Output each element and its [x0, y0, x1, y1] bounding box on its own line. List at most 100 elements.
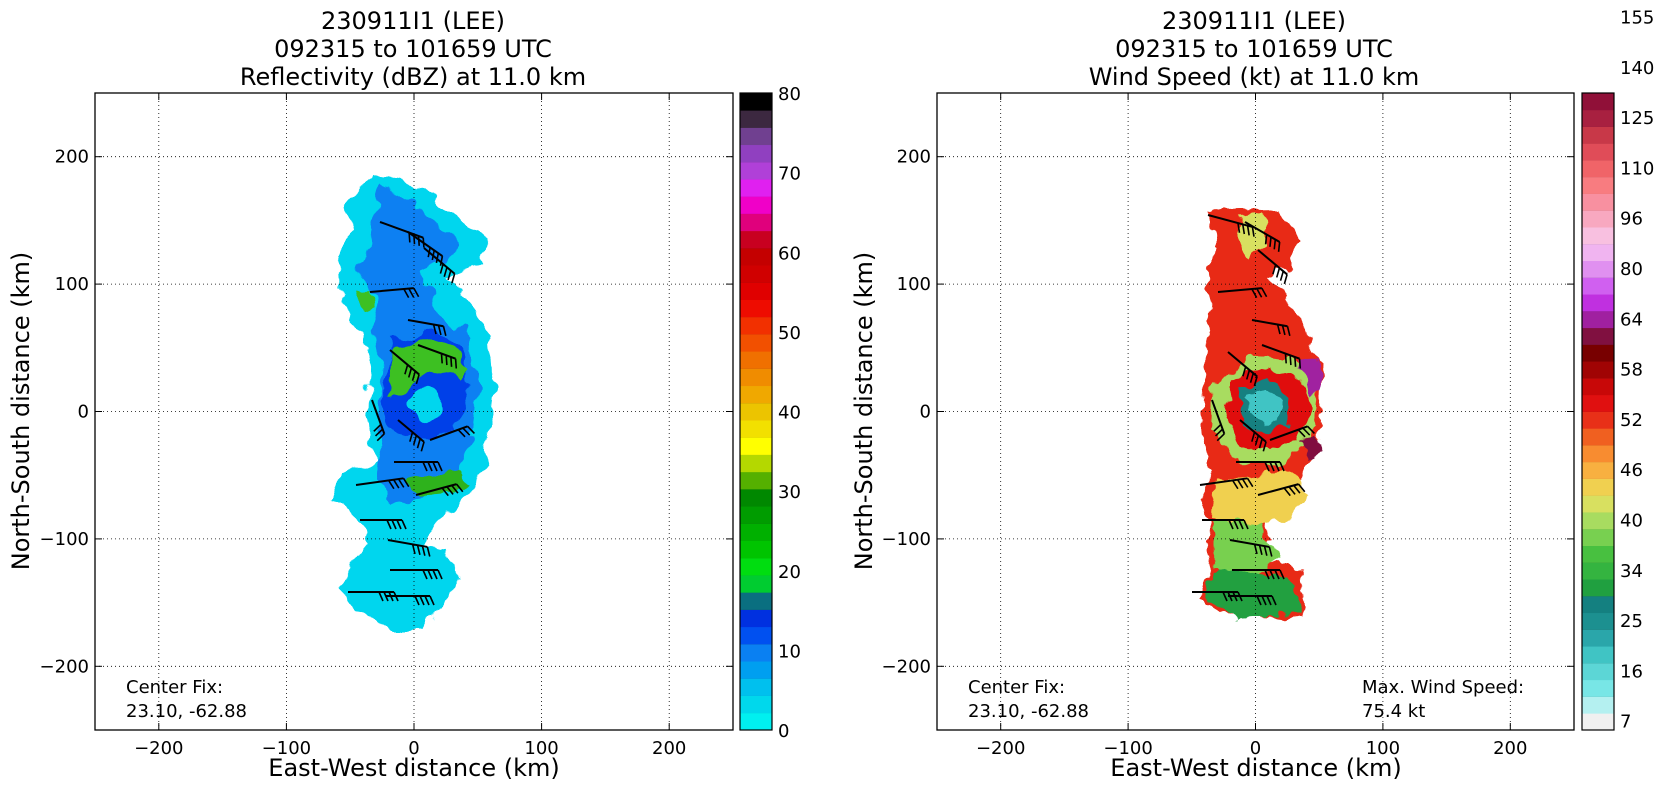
- refl-barb-flag: [417, 235, 421, 246]
- refl-barb-flag: [424, 595, 430, 606]
- refl-colorbar-cell: [740, 488, 772, 507]
- refl-barb-flag: [411, 370, 417, 381]
- refl-barb-flag: [457, 429, 466, 438]
- wind-field-purple-max: [1298, 358, 1322, 395]
- refl-barb-shaft: [407, 319, 444, 328]
- refl-colorbar-cell: [740, 179, 772, 197]
- wind-field-eye-cyan: [1248, 390, 1282, 426]
- wind-colorbar-cell: [1582, 260, 1614, 278]
- wind-center-fix-label: Center Fix:: [968, 677, 1065, 698]
- refl-barb-flag: [437, 461, 443, 472]
- wind-colorbar-cell: [1582, 193, 1614, 211]
- wind-colorbar-label: 25: [1620, 611, 1643, 632]
- wind-barb-flag: [1275, 267, 1281, 278]
- wind-barb-shaft: [1217, 287, 1262, 293]
- wind-max-speed-value: 75.4 kt: [1362, 701, 1425, 722]
- wind-field-green-south: [1212, 520, 1278, 580]
- wind-colorbar-cell: [1582, 377, 1614, 396]
- refl-barb-flag: [440, 353, 443, 364]
- refl-barb-flag: [408, 288, 415, 298]
- wind-barb-flag: [1241, 224, 1246, 235]
- refl-barb-flag: [376, 433, 385, 442]
- refl-colorbar-cell: [740, 402, 772, 421]
- wind-colorbar-label: 52: [1620, 410, 1643, 431]
- refl-eyewall-green-south: [408, 470, 468, 495]
- refl-colorbar: 0 10 20 30 40 50 60 70 80: [739, 84, 801, 742]
- wind-barb-shaft: [1251, 319, 1288, 328]
- refl-x-tick-label: 0: [408, 738, 419, 759]
- refl-barb-flag: [409, 431, 414, 442]
- wind-colorbar-label: 46: [1620, 460, 1643, 481]
- refl-colorbar-label: 40: [778, 403, 801, 424]
- wind-barb-flag: [1289, 355, 1292, 366]
- wind-barb-flag: [1236, 479, 1244, 489]
- refl-barb-flag: [446, 486, 454, 495]
- wind-barb-flag: [1271, 595, 1277, 606]
- refl-y-tick-label: −200: [40, 656, 89, 677]
- wind-barb-flag: [1242, 366, 1247, 377]
- wind-barb-flag: [1256, 595, 1262, 606]
- wind-barb-flag: [1262, 441, 1267, 452]
- wind-barb-shaft: [1244, 221, 1281, 243]
- refl-colorbar-cell: [740, 557, 772, 576]
- wind-y-tick-label: 100: [897, 274, 931, 295]
- refl-x-tick-label: 200: [652, 738, 686, 759]
- refl-colorbar-cell: [740, 265, 772, 283]
- wind-colorbar-cell: [1582, 176, 1614, 194]
- refl-wind-barbs: [348, 221, 476, 606]
- refl-colorbar-label: 0: [778, 721, 789, 742]
- wind-colorbar-cell: [1582, 93, 1614, 111]
- refl-title-line-2: 092315 to 101659 UTC: [274, 35, 552, 63]
- wind-title-line-3: Wind Speed (kt) at 11.0 km: [1089, 63, 1420, 91]
- wind-barb-flag: [1216, 433, 1225, 442]
- refl-y-tick-label: 200: [55, 147, 89, 168]
- refl-barb-flag: [427, 461, 433, 472]
- wind-x-tick-label: −100: [1103, 738, 1152, 759]
- wind-barb-flag: [1243, 519, 1249, 530]
- refl-barb-shaft: [415, 483, 457, 496]
- refl-barb-flag: [403, 288, 410, 299]
- wind-colorbar-label: 40: [1620, 510, 1643, 531]
- refl-colorbar-label: 80: [778, 84, 801, 105]
- wind-barb-shaft: [1199, 477, 1248, 486]
- refl-center-fix-value: 23.10, -62.88: [126, 701, 247, 722]
- wind-colorbar-cell: [1582, 445, 1614, 463]
- refl-colorbar-cell: [740, 299, 772, 318]
- refl-barb-flag: [445, 355, 448, 366]
- refl-colorbar-cell: [740, 351, 772, 369]
- refl-eye: [409, 389, 441, 421]
- refl-barb-shaft: [355, 477, 404, 486]
- wind-colorbar-label: 110: [1620, 158, 1654, 179]
- refl-barb-flag: [388, 479, 395, 490]
- refl-barb-shaft: [423, 247, 456, 275]
- wind-barb-flag: [1256, 288, 1263, 298]
- refl-barb-flag: [432, 569, 438, 580]
- refl-barb-flag: [426, 546, 431, 557]
- refl-colorbar-cell: [740, 592, 772, 610]
- wind-colorbar-label: 140: [1620, 58, 1654, 79]
- wind-max-speed-label: Max. Wind Speed:: [1362, 677, 1524, 698]
- refl-colorbar-cell: [740, 127, 772, 146]
- wind-barb-flag: [1249, 372, 1255, 383]
- wind-barb-shaft: [1257, 483, 1299, 496]
- refl-colorbar-cell: [740, 196, 772, 214]
- wind-barb-flag: [1222, 591, 1228, 602]
- refl-colorbar-cell: [740, 575, 772, 593]
- wind-barb-flag: [1213, 423, 1222, 432]
- wind-barb-flag: [1214, 428, 1224, 437]
- wind-barb-flag: [1238, 519, 1244, 530]
- wind-barb-flag: [1266, 595, 1272, 606]
- refl-colorbar-cell: [740, 643, 772, 662]
- refl-barb-flag: [413, 287, 420, 298]
- wind-colorbar-cell: [1582, 562, 1614, 580]
- refl-colorbar-cell: [740, 420, 772, 438]
- wind-title-line-2: 092315 to 101659 UTC: [1115, 35, 1393, 63]
- wind-center-fix-value: 23.10, -62.88: [968, 701, 1089, 722]
- wind-barb-shaft: [1207, 214, 1253, 228]
- wind-x-tick-label: −200: [976, 738, 1025, 759]
- refl-barb-shaft: [417, 344, 456, 360]
- wind-y-tick-label: 200: [897, 147, 931, 168]
- wind-barb-flag: [1284, 353, 1287, 364]
- refl-colorbar-cell: [740, 144, 772, 163]
- refl-barb-flag: [396, 519, 402, 530]
